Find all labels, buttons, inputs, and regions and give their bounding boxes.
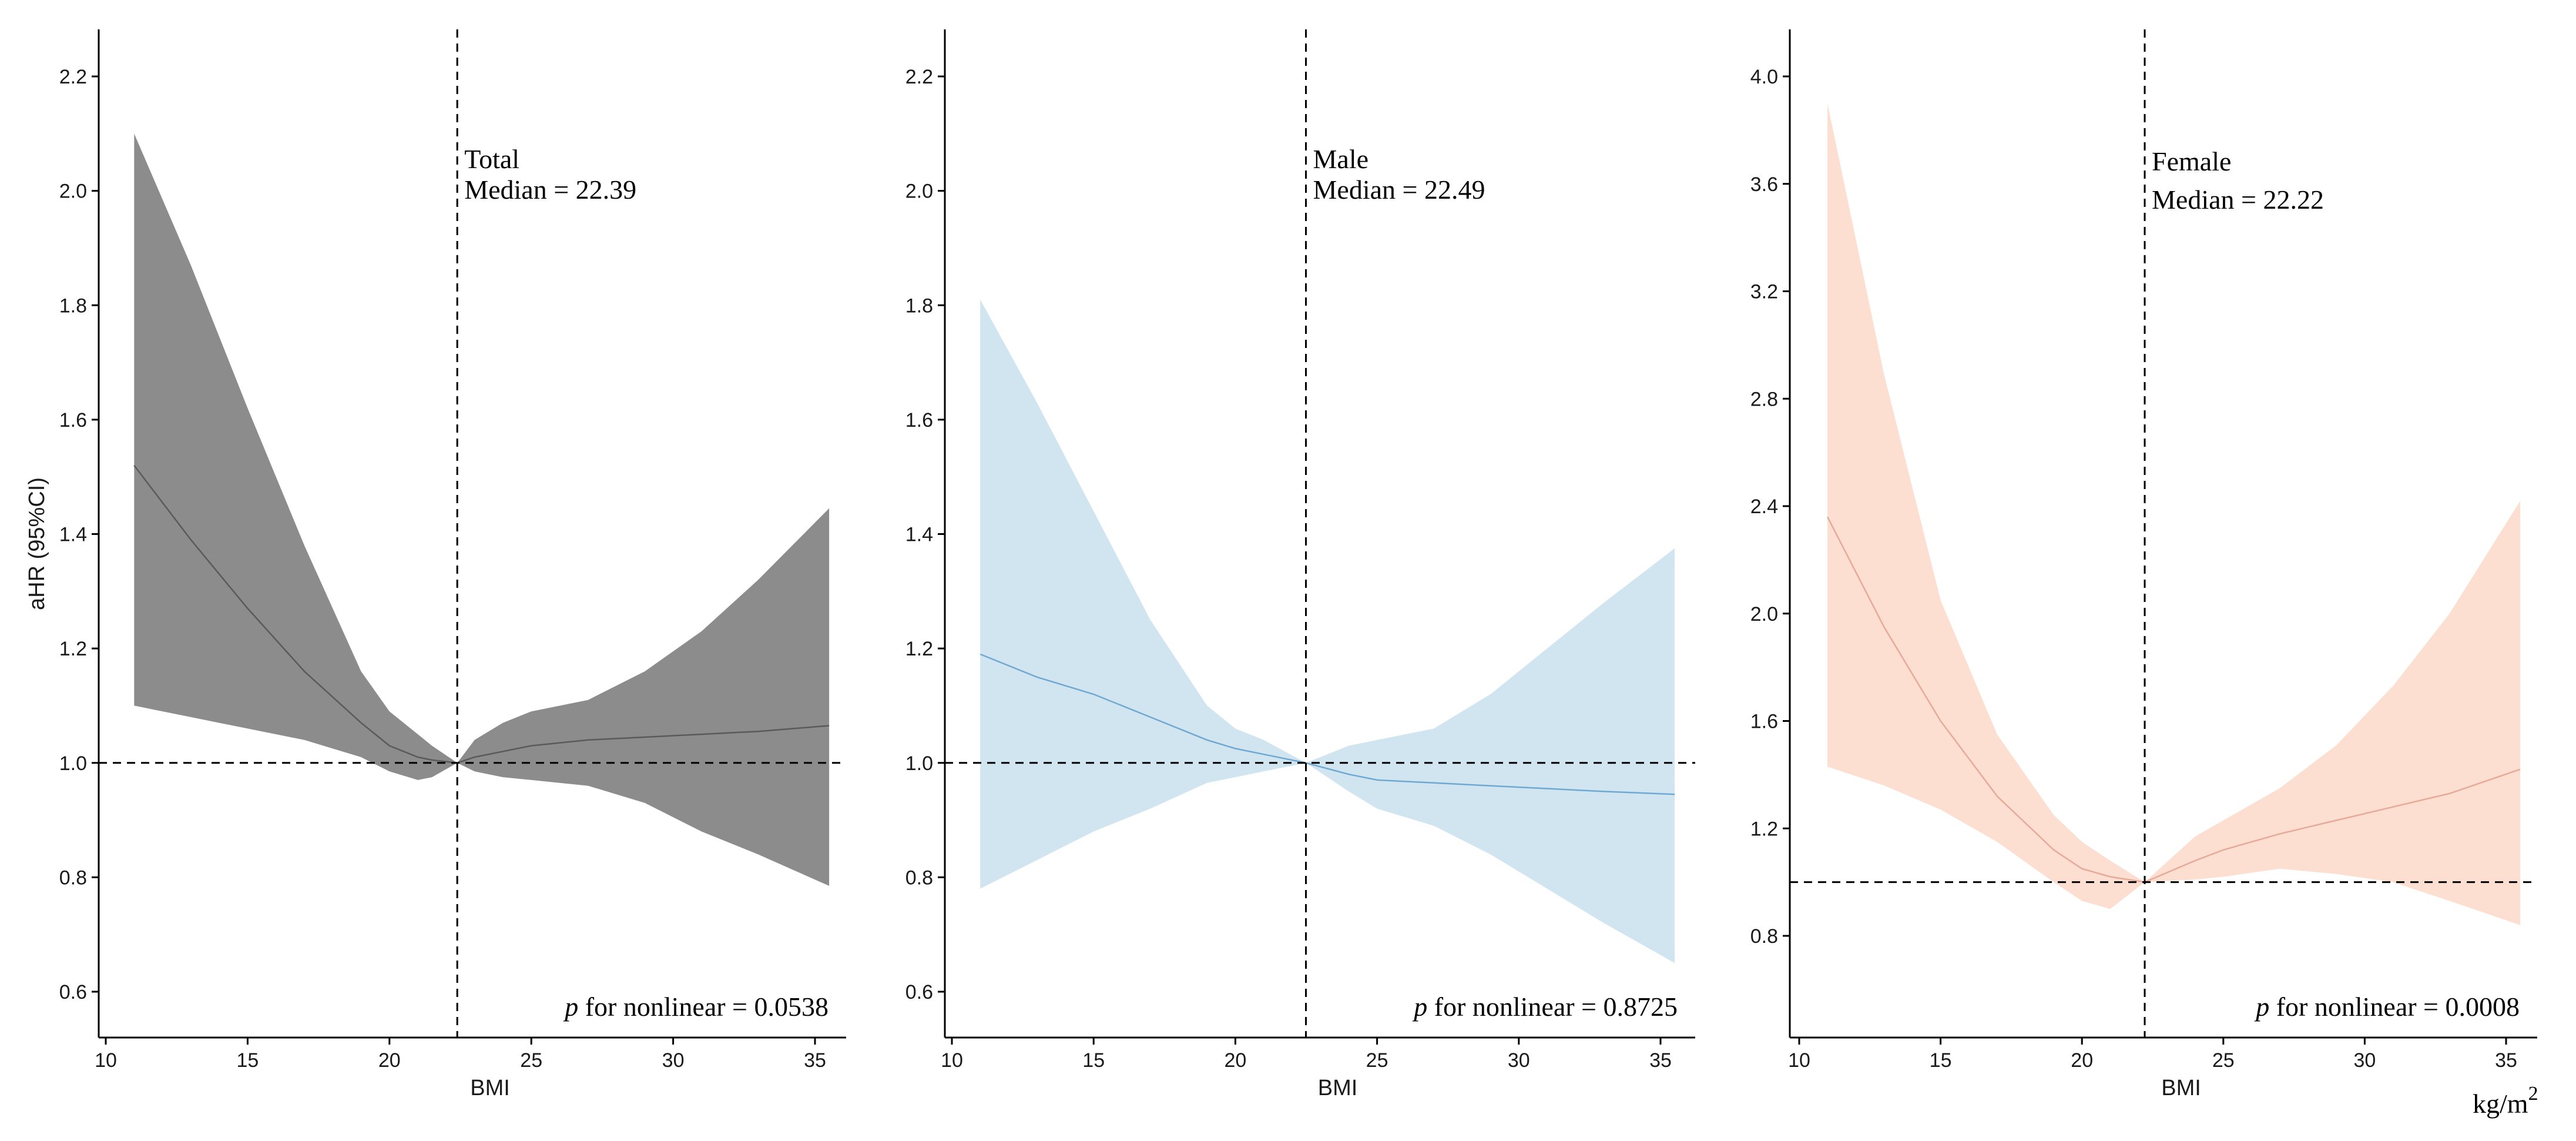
y-tick-label: 4.0	[1750, 66, 1778, 88]
y-tick-label: 0.8	[1750, 925, 1778, 948]
unit-label-superscript: 2	[2528, 1083, 2538, 1105]
p-nonlinear-label: p for nonlinear = 0.0008	[2254, 992, 2520, 1022]
x-axis-title: BMI	[2161, 1076, 2201, 1100]
estimate-line	[980, 653, 1675, 795]
y-tick-label: 1.2	[905, 638, 933, 660]
y-tick-label: 0.8	[59, 866, 87, 889]
x-tick-label: 20	[2071, 1049, 2093, 1072]
p-symbol: p	[2254, 992, 2269, 1022]
x-axis-title: BMI	[470, 1076, 510, 1100]
ci-band	[134, 133, 830, 886]
unit-label-base: kg/m	[2473, 1089, 2528, 1119]
chart-panel-female: 0.8 1.2 1.6 2.0 2.4 2.8 3.2 3.6 4.0 10 15 20 25 30 35 B…	[1750, 29, 2537, 1100]
x-tick-label: 15	[236, 1049, 259, 1072]
x-tick-label: 25	[520, 1049, 542, 1072]
x-tick-label: 30	[1508, 1049, 1530, 1072]
y-tick-label: 1.8	[905, 295, 933, 317]
y-tick-label: 1.6	[905, 409, 933, 431]
y-tick-label: 0.8	[905, 866, 933, 889]
x-tick-label: 35	[804, 1049, 826, 1072]
y-tick-label: 0.6	[59, 981, 87, 1003]
p-nonlinear-label: p for nonlinear = 0.0538	[563, 992, 829, 1022]
x-tick-label: 20	[1224, 1049, 1246, 1072]
y-tick-label: 2.2	[59, 66, 87, 88]
x-tick-label: 35	[1649, 1049, 1672, 1072]
y-tick-label: 1.8	[59, 295, 87, 317]
y-tick-label: 2.4	[1750, 496, 1778, 518]
x-tick-label: 30	[2353, 1049, 2376, 1072]
ci-band	[1827, 103, 2521, 925]
x-tick-label: 15	[1082, 1049, 1105, 1072]
p-symbol: p	[563, 992, 578, 1022]
y-tick-label: 1.0	[905, 752, 933, 775]
median-label: Median = 22.22	[2152, 185, 2324, 215]
median-label: Median = 22.49	[1313, 175, 1485, 205]
p-symbol: p	[1412, 992, 1427, 1022]
y-tick-label: 2.0	[59, 180, 87, 203]
x-tick-label: 15	[1930, 1049, 1952, 1072]
subgroup-label: Female	[2152, 146, 2231, 176]
y-tick-label: 1.4	[59, 524, 87, 546]
y-tick-label: 0.6	[905, 981, 933, 1003]
y-tick-label: 1.2	[1750, 818, 1778, 840]
y-tick-label: 2.0	[905, 180, 933, 203]
x-tick-label: 10	[1788, 1049, 1810, 1072]
p-value-text: for nonlinear = 0.0538	[578, 992, 829, 1022]
y-tick-label: 2.8	[1750, 388, 1778, 410]
x-tick-label: 20	[378, 1049, 401, 1072]
y-tick-label: 2.0	[1750, 603, 1778, 625]
x-tick-label: 10	[941, 1049, 963, 1072]
p-nonlinear-label: p for nonlinear = 0.8725	[1412, 992, 1678, 1022]
p-value-text: for nonlinear = 0.0008	[2269, 992, 2520, 1022]
x-tick-label: 35	[2495, 1049, 2517, 1072]
ci-band	[980, 299, 1675, 963]
subgroup-label: Male	[1313, 144, 1369, 174]
subgroup-label: Total	[464, 144, 519, 174]
y-tick-label: 3.2	[1750, 281, 1778, 303]
x-axis-title: BMI	[1318, 1076, 1358, 1100]
y-tick-label: 1.0	[59, 752, 87, 775]
chart-panel-total: 0.6 0.8 1.0 1.2 1.4 1.6 1.8 2.0 2.2 10 15 20 25 30 35 B…	[59, 29, 846, 1100]
y-axis-title: aHR (95%CI)	[25, 477, 49, 610]
y-tick-label: 3.6	[1750, 173, 1778, 196]
y-tick-label: 1.6	[1750, 711, 1778, 733]
x-tick-label: 25	[1366, 1049, 1388, 1072]
x-tick-label: 30	[662, 1049, 685, 1072]
y-tick-label: 2.2	[905, 66, 933, 88]
x-tick-label: 25	[2212, 1049, 2235, 1072]
y-tick-label: 1.4	[905, 524, 933, 546]
y-tick-label: 1.2	[59, 638, 87, 660]
median-label: Median = 22.39	[464, 175, 636, 205]
unit-label: kg/m2	[2473, 1083, 2538, 1119]
chart-panel-male: 0.6 0.8 1.0 1.2 1.4 1.6 1.8 2.0 2.2 10 15 20 25 30 35 B…	[905, 29, 1695, 1100]
y-tick-label: 1.6	[59, 409, 87, 431]
p-value-text: for nonlinear = 0.8725	[1427, 992, 1678, 1022]
x-tick-label: 10	[95, 1049, 117, 1072]
